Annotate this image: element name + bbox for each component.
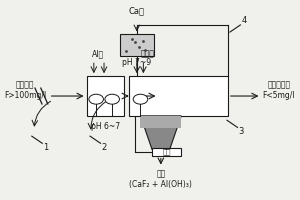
Text: 返回: 返回 <box>162 148 171 155</box>
Polygon shape <box>140 116 181 150</box>
Circle shape <box>133 94 148 104</box>
Text: 已处理的水
F<5mg/l: 已处理的水 F<5mg/l <box>262 80 295 100</box>
Polygon shape <box>140 116 181 128</box>
Text: 殘渣
(CaF₂ + Al(OH)₃): 殘渣 (CaF₂ + Al(OH)₃) <box>129 170 192 189</box>
Text: 含氟廢水
F>100mg/l: 含氟廢水 F>100mg/l <box>4 80 46 100</box>
Text: pH 7~9: pH 7~9 <box>122 58 152 67</box>
Text: 3: 3 <box>238 127 243 136</box>
Text: 2: 2 <box>101 143 106 152</box>
Text: 1: 1 <box>43 143 48 152</box>
Bar <box>86 76 124 116</box>
Text: 凝結劑: 凝結劑 <box>141 49 155 58</box>
Circle shape <box>89 94 104 104</box>
Text: pH 6~7: pH 6~7 <box>91 122 120 131</box>
Text: 4: 4 <box>242 16 247 25</box>
Bar <box>129 76 228 116</box>
Bar <box>120 34 154 56</box>
Text: Ca盐: Ca盐 <box>129 7 145 16</box>
Text: Al盐: Al盐 <box>92 49 104 58</box>
Bar <box>152 148 181 156</box>
Circle shape <box>105 94 119 104</box>
